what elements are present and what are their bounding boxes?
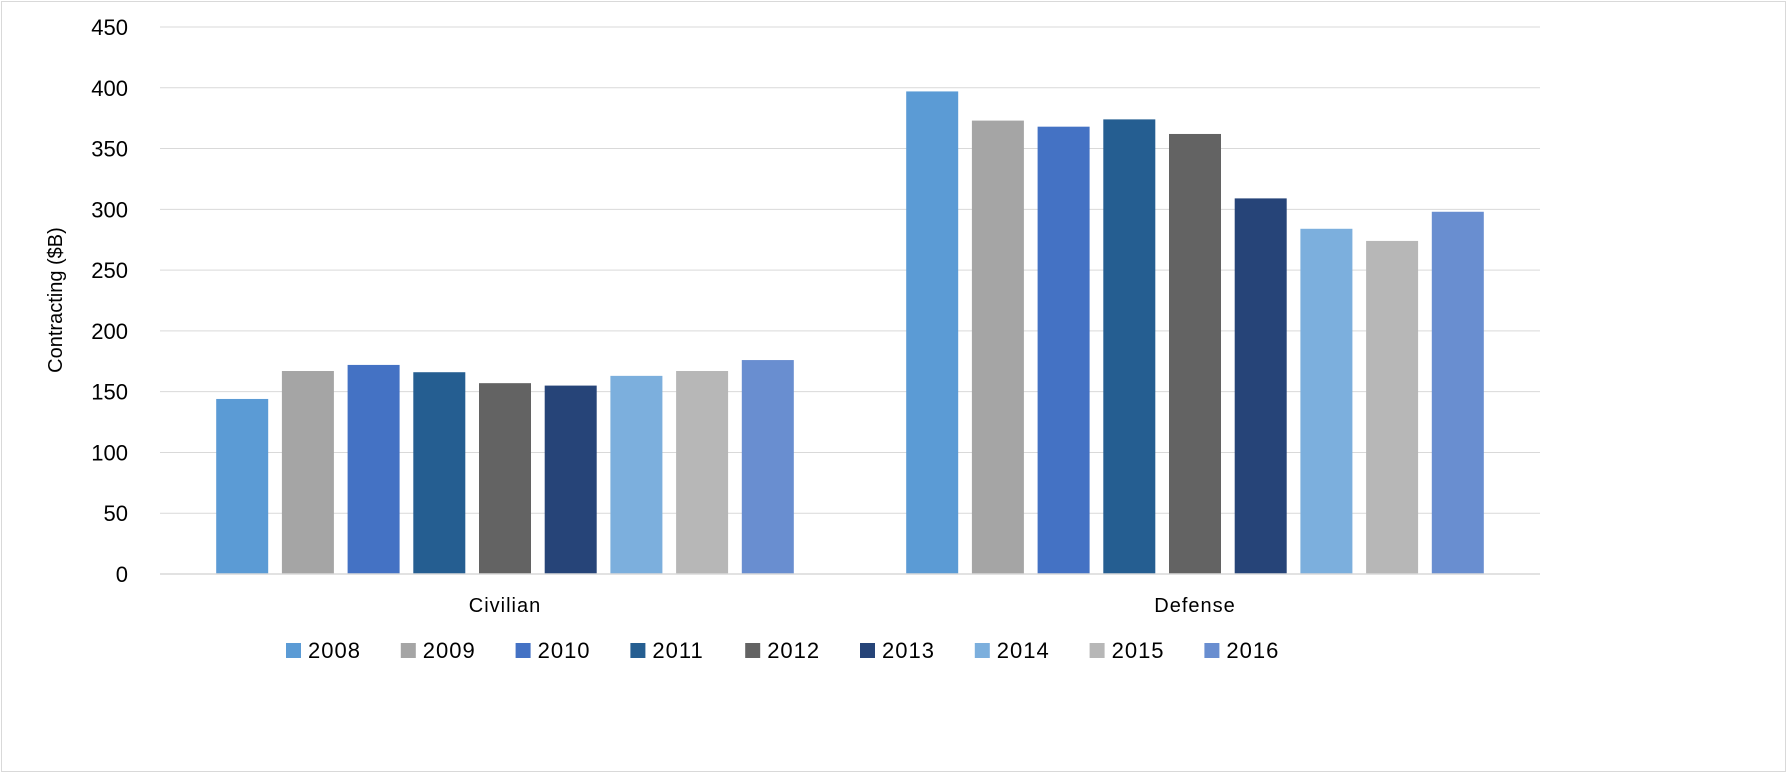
bar-2012-defense bbox=[1169, 133, 1221, 575]
legend-label: 2013 bbox=[882, 638, 935, 663]
category-label: Civilian bbox=[469, 595, 541, 617]
y-tick-label: 100 bbox=[91, 440, 128, 465]
legend-label: 2015 bbox=[1112, 638, 1165, 663]
bar-2015-civilian bbox=[676, 371, 729, 574]
bar-2010-civilian bbox=[347, 364, 400, 574]
y-tick-label: 250 bbox=[91, 258, 128, 283]
legend-label: 2009 bbox=[423, 638, 476, 663]
legend-swatch bbox=[1089, 643, 1105, 658]
bar-2013-defense bbox=[1234, 198, 1287, 575]
y-tick-label: 400 bbox=[91, 76, 128, 101]
bars bbox=[216, 91, 1484, 575]
bar-2014-defense bbox=[1300, 228, 1353, 574]
bar-2010-defense bbox=[1037, 126, 1090, 575]
y-axis-ticks: 0 50 100 150 200 250 300 350 400 450 bbox=[91, 15, 128, 587]
y-tick-label: 300 bbox=[91, 197, 128, 222]
legend-label: 2011 bbox=[652, 638, 703, 663]
legend-swatch bbox=[974, 643, 990, 658]
bar-2012-civilian bbox=[479, 383, 531, 574]
bar-2016-civilian bbox=[741, 360, 794, 574]
bar-2009-civilian bbox=[281, 371, 334, 574]
legend-swatch bbox=[1204, 643, 1220, 658]
legend-swatch bbox=[515, 643, 531, 658]
legend-swatch bbox=[400, 643, 416, 658]
y-tick-label: 0 bbox=[116, 562, 128, 587]
bar-2016-defense bbox=[1431, 211, 1484, 574]
y-axis-label: Contracting ($B) bbox=[45, 227, 67, 373]
legend-label: 2012 bbox=[767, 638, 820, 663]
bar-2015-defense bbox=[1366, 240, 1419, 574]
bar-2014-civilian bbox=[610, 375, 663, 574]
category-label: Defense bbox=[1154, 595, 1236, 617]
bar-2008-defense bbox=[906, 91, 959, 575]
legend-label: 2016 bbox=[1226, 638, 1279, 663]
legend-label: 2008 bbox=[308, 638, 361, 663]
bar-2011-civilian bbox=[413, 372, 466, 574]
category-labels: Civilian Defense bbox=[469, 595, 1236, 617]
y-tick-label: 450 bbox=[91, 15, 128, 40]
bar-2011-defense bbox=[1103, 119, 1156, 574]
bar-2013-civilian bbox=[544, 385, 597, 574]
bar-2009-defense bbox=[971, 120, 1024, 574]
legend-label: 2014 bbox=[997, 638, 1050, 663]
y-tick-label: 150 bbox=[91, 380, 128, 405]
legend-swatch bbox=[630, 643, 646, 658]
bar-2008-civilian bbox=[216, 398, 269, 574]
legend-swatch bbox=[286, 643, 301, 658]
legend: 2008 2009 2010 2011 2012 2013 2014 2015 2016 bbox=[286, 638, 1279, 663]
y-tick-label: 350 bbox=[91, 137, 128, 162]
y-tick-label: 200 bbox=[91, 319, 128, 344]
y-tick-label: 50 bbox=[104, 501, 128, 526]
legend-label: 2010 bbox=[538, 638, 591, 663]
legend-swatch bbox=[745, 643, 761, 658]
legend-swatch bbox=[860, 643, 875, 658]
